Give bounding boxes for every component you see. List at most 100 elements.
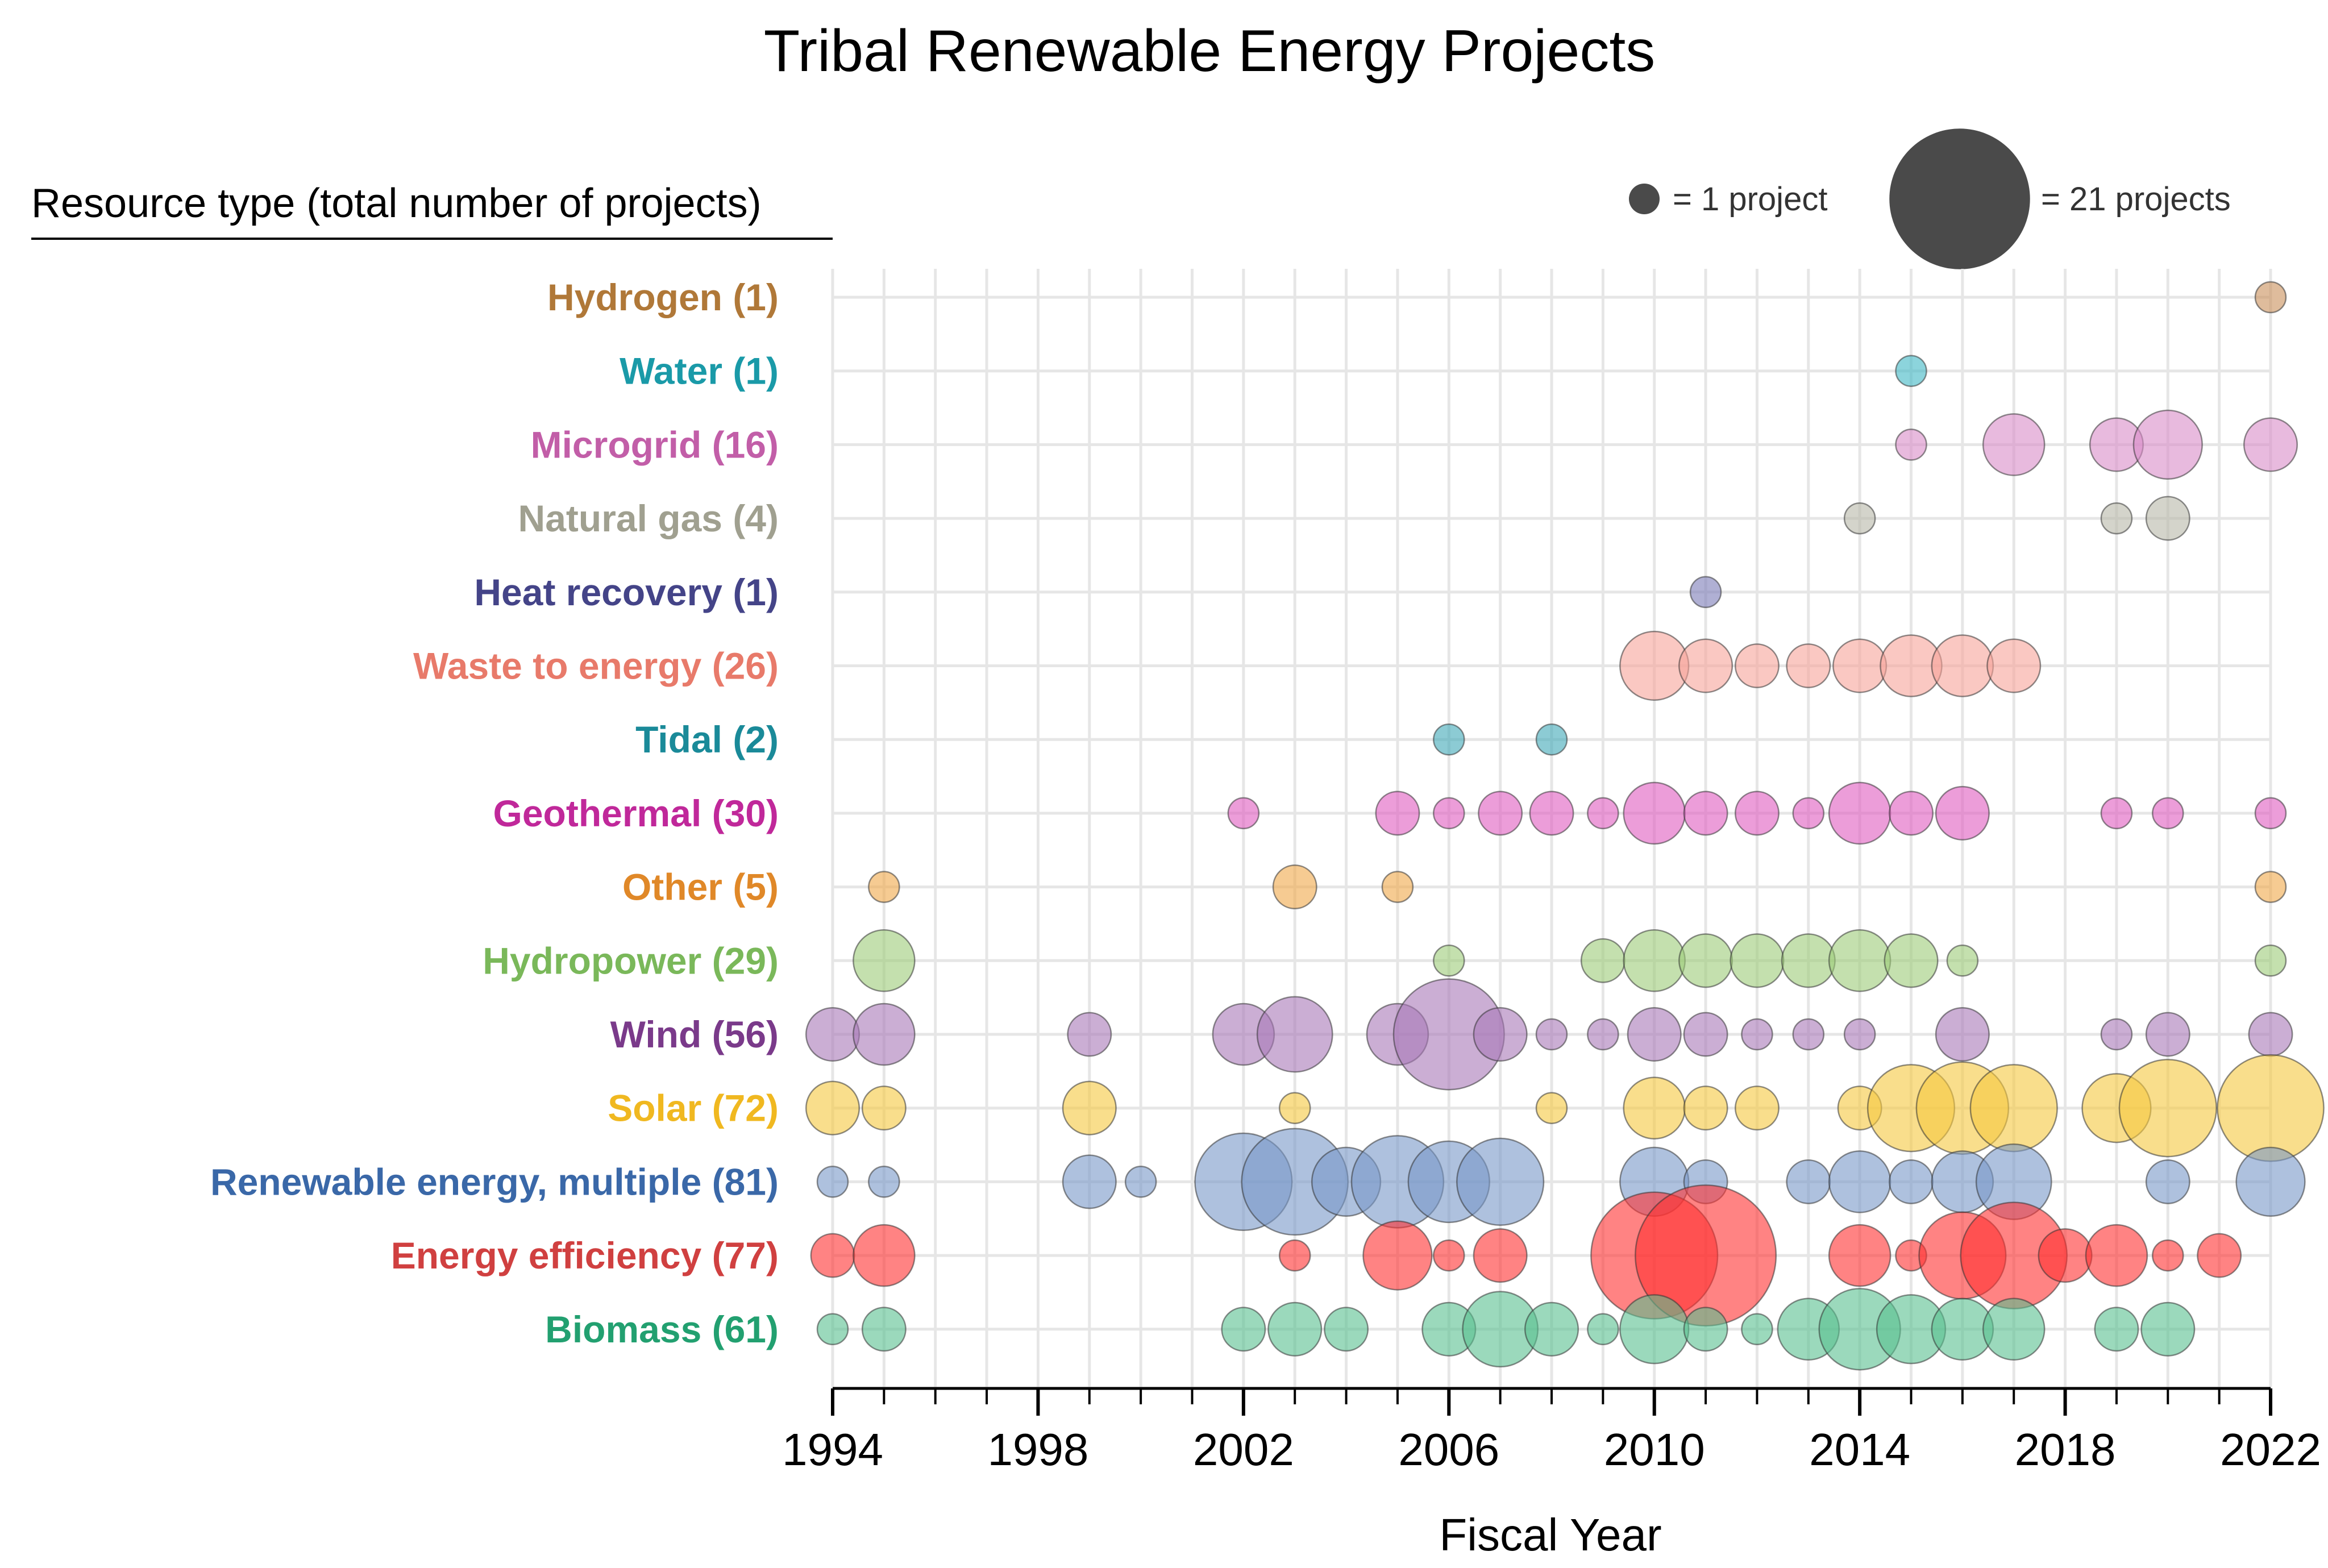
bubble-point bbox=[1324, 1307, 1369, 1352]
bubble-point bbox=[1828, 781, 1892, 845]
bubble-point bbox=[1730, 933, 1785, 988]
bubble-point bbox=[1587, 1313, 1619, 1346]
bubble-point bbox=[1623, 929, 1686, 992]
size-legend: = 1 project = 21 projects bbox=[1629, 128, 2231, 269]
row-label: Water (1) bbox=[620, 350, 779, 392]
bubble-point bbox=[2094, 1307, 2139, 1352]
series-row bbox=[816, 1288, 2196, 1371]
bubble-point bbox=[1843, 1018, 1876, 1051]
bubble-point bbox=[1473, 1006, 1528, 1062]
row-labels: Hydrogen (1) Water (1) Microgrid (16) Natur… bbox=[210, 276, 779, 1350]
bubble-point bbox=[805, 1080, 860, 1136]
chart-title: Tribal Renewable Energy Projects bbox=[764, 18, 1655, 84]
bubble-point bbox=[1935, 1006, 1990, 1062]
bubble-point bbox=[2254, 281, 2287, 314]
bubble-point bbox=[1678, 933, 1733, 988]
bubble-point bbox=[2248, 1012, 2293, 1057]
bubble-point bbox=[1792, 1018, 1825, 1051]
bubble-point bbox=[1227, 797, 1260, 830]
bubble-point bbox=[1062, 1154, 1117, 1209]
bubble-point bbox=[2254, 871, 2287, 903]
x-tick-label: 2010 bbox=[1604, 1424, 1705, 1475]
row-label: Renewable energy, multiple (81) bbox=[210, 1161, 779, 1203]
row-label: Biomass (61) bbox=[545, 1308, 779, 1350]
series-row bbox=[1619, 630, 2042, 701]
series-row bbox=[868, 864, 2287, 910]
bubble-point bbox=[1832, 638, 1888, 693]
bubble-point bbox=[810, 1233, 855, 1278]
bubble-point bbox=[1529, 791, 1574, 836]
bubble-point bbox=[1935, 785, 1990, 841]
bubble-point bbox=[1781, 933, 1836, 988]
bubble-point bbox=[853, 929, 916, 992]
bubble-point bbox=[2235, 1146, 2306, 1217]
bubble-point bbox=[1535, 1092, 1568, 1124]
bubble-point bbox=[1982, 1297, 2046, 1361]
bubble-point bbox=[1843, 502, 1876, 535]
legend-bubble-small bbox=[1629, 184, 1660, 214]
row-label: Microgrid (16) bbox=[531, 423, 779, 465]
bubble-point bbox=[1478, 791, 1523, 836]
bubble-point bbox=[1884, 933, 1939, 988]
bubble-point bbox=[2243, 417, 2298, 472]
row-label: Wind (56) bbox=[610, 1013, 779, 1055]
bubble-point bbox=[2152, 797, 2184, 830]
bubble-point bbox=[1986, 638, 2042, 693]
legend-label-large: = 21 projects bbox=[2041, 181, 2231, 218]
bubble-point bbox=[2100, 1018, 2133, 1051]
bubble-point bbox=[1619, 1294, 1690, 1365]
bubble-point bbox=[1828, 1224, 1892, 1287]
bubble-point bbox=[1587, 797, 1619, 830]
row-label: Natural gas (4) bbox=[518, 497, 779, 539]
series-row bbox=[1895, 355, 1927, 387]
bubble-point bbox=[1278, 1239, 1311, 1272]
bubble-point bbox=[2254, 945, 2287, 977]
bubble-point bbox=[1267, 1301, 1323, 1357]
bubble-point bbox=[1623, 781, 1686, 845]
bubble-point bbox=[1433, 1239, 1465, 1272]
bubble-point bbox=[2254, 797, 2287, 830]
bubble-point bbox=[1375, 791, 1420, 836]
bubble-point bbox=[1889, 791, 1934, 836]
row-label: Hydrogen (1) bbox=[547, 276, 779, 318]
bubble-point bbox=[2145, 1012, 2190, 1057]
bubble-point bbox=[816, 1313, 849, 1346]
row-label: Heat recovery (1) bbox=[474, 571, 779, 613]
x-tick-label: 2018 bbox=[2015, 1424, 2116, 1475]
row-label: Waste to energy (26) bbox=[413, 645, 779, 687]
bubble-point bbox=[805, 1006, 860, 1062]
bubble-point bbox=[2140, 1301, 2196, 1357]
row-label: Hydropower (29) bbox=[483, 939, 779, 981]
bubble-point bbox=[853, 1003, 916, 1066]
row-label: Energy efficiency (77) bbox=[391, 1234, 779, 1276]
bubbles bbox=[805, 281, 2325, 1371]
bubble-point bbox=[1895, 355, 1927, 387]
bubble-point bbox=[868, 871, 900, 903]
bubble-point bbox=[1828, 929, 1892, 992]
bubble-point bbox=[1256, 996, 1333, 1073]
bubble-point bbox=[1741, 1313, 1773, 1346]
bubble-point bbox=[2100, 502, 2133, 535]
series-row bbox=[805, 978, 2293, 1091]
series-row bbox=[810, 1184, 2242, 1327]
series-row bbox=[1689, 576, 1722, 609]
series-row bbox=[2254, 281, 2287, 314]
legend-label-small: = 1 project bbox=[1673, 181, 1827, 218]
series-row bbox=[1843, 496, 2190, 541]
bubble-point bbox=[2152, 1239, 2184, 1272]
bubble-point bbox=[1982, 413, 2046, 476]
bubble-point bbox=[2145, 1159, 2190, 1204]
bubble-point bbox=[1792, 797, 1825, 830]
bubble-point bbox=[1689, 576, 1722, 609]
bubble-point bbox=[1362, 1220, 1433, 1291]
bubble-point bbox=[1433, 945, 1465, 977]
bubble-point bbox=[1433, 797, 1465, 830]
series-row bbox=[1895, 409, 2298, 480]
bubble-point bbox=[1221, 1307, 1266, 1352]
bubble-point bbox=[853, 1224, 916, 1287]
bubble-point bbox=[2038, 1228, 2093, 1283]
bubble-point bbox=[1741, 1018, 1773, 1051]
bubble-point bbox=[1067, 1012, 1112, 1057]
row-labels-heading: Resource type (total number of projects) bbox=[31, 181, 762, 226]
